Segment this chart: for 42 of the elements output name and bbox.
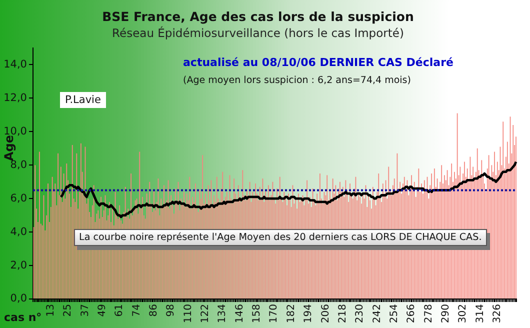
x-tick-label: 37 (80, 304, 91, 317)
x-tick-label: 61 (114, 304, 126, 317)
x-tick-label: 242 (372, 304, 383, 324)
x-tick-label: 314 (474, 304, 486, 324)
x-tick-label: 134 (217, 304, 228, 324)
x-tick-label: 266 (406, 304, 418, 324)
x-tick-label: 122 (200, 304, 212, 324)
x-tick-label: 25 (62, 304, 74, 317)
x-tick-label: 218 (337, 304, 348, 324)
chart-title: BSE France, Age des cas lors de la suspicion (101, 9, 415, 24)
chart-subtitle: Réseau Épidémiosurveillance (hors le cas Importé) (111, 26, 405, 40)
y-tick-label: 2,0 (10, 259, 27, 272)
x-tick-label: 146 (234, 304, 246, 324)
annotation: P.Lavie (60, 92, 106, 108)
annotation: (Age moyen lors suspicion : 6,2 ans=74,4 mois) (183, 75, 411, 86)
x-tick-label: 230 (354, 304, 366, 324)
x-tick-label: 86 (148, 304, 160, 317)
x-tick-label: 302 (458, 304, 469, 324)
x-tick-label: 98 (166, 304, 177, 317)
y-tick-label: 0,0 (10, 292, 27, 305)
x-tick-label: 206 (320, 304, 332, 324)
x-tick-label: 110 (182, 304, 194, 324)
x-axis-title: cas n° (4, 311, 42, 324)
y-tick-label: 14,0 (4, 58, 27, 70)
x-tick-label: 74 (131, 304, 142, 317)
x-tick-label: 13 (45, 304, 56, 317)
y-tick-label: 10,0 (4, 125, 27, 138)
x-tick-label: 290 (440, 304, 452, 324)
x-tick-label: 278 (423, 304, 434, 324)
x-tick-label: 158 (252, 304, 263, 324)
annotation: La courbe noire représente l'Age Moyen des 20 derniers cas LORS DE CHAQUE CAS. (74, 229, 487, 246)
x-tick-label: 326 (492, 304, 503, 324)
annotation: actualisé au 08/10/06 DERNIER CAS Déclaré (183, 56, 454, 69)
x-tick-label: 170 (268, 304, 280, 324)
y-tick-label: 12,0 (4, 92, 27, 104)
x-tick-label: 194 (303, 304, 314, 324)
y-axis-title: Age (2, 135, 16, 161)
x-tick-label: 182 (286, 304, 297, 324)
y-tick-label: 6,0 (10, 192, 27, 204)
x-tick-label: 49 (97, 304, 108, 317)
y-tick-label: 4,0 (10, 226, 27, 238)
x-tick-label: 254 (388, 304, 400, 324)
